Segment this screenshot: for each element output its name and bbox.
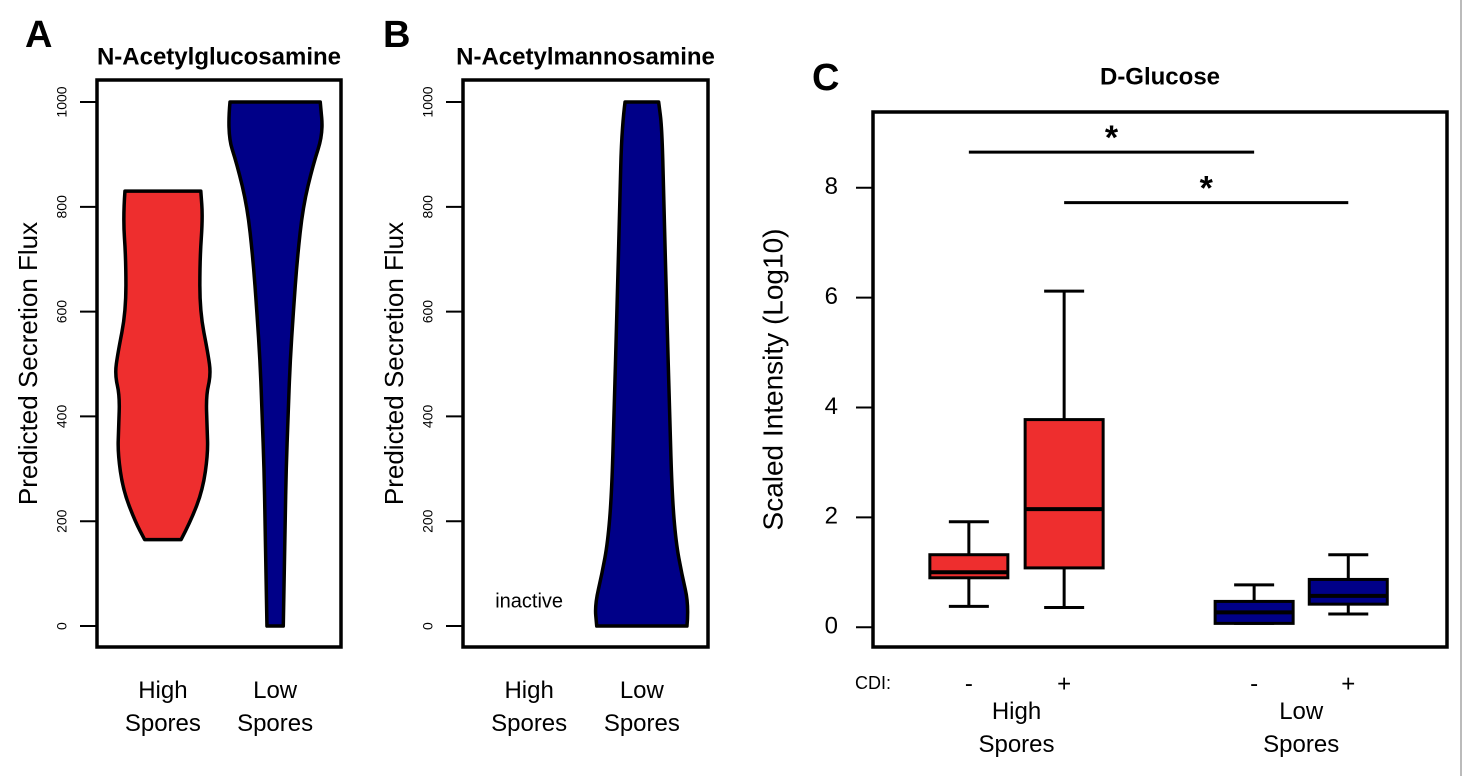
y-tick-label: 0	[54, 622, 70, 630]
x-tick-label: Low Spores	[603, 677, 680, 737]
y-tick-label: 200	[54, 509, 70, 533]
x-tick-label: +	[1057, 670, 1071, 697]
panel-label: B	[383, 14, 410, 56]
x-tick-label: Low Spores	[237, 677, 314, 737]
x-axis-label: CDI:	[855, 673, 891, 693]
chart-title: N-Acetylmannosamine	[456, 43, 715, 70]
y-tick-label: 4	[825, 393, 838, 420]
y-tick-label: 2	[825, 503, 838, 530]
significance-label: *	[1200, 170, 1214, 208]
group-label: High Spores	[978, 698, 1055, 758]
chart-title: D-Glucose	[1100, 63, 1220, 90]
y-tick-label: 6	[825, 283, 838, 310]
y-axis-label: Predicted Secretion Flux	[13, 222, 43, 505]
plot-frame	[871, 110, 1449, 649]
y-tick-label: 1000	[420, 86, 436, 117]
y-tick-label: 600	[54, 300, 70, 324]
plot-frame	[461, 78, 710, 649]
violin	[114, 189, 212, 542]
y-tick-label: 8	[825, 173, 838, 200]
y-tick-label: 400	[420, 405, 436, 429]
x-tick-label: +	[1341, 670, 1355, 697]
y-tick-label: 1000	[54, 86, 70, 117]
box	[1307, 577, 1389, 606]
chart-title: N-Acetylglucosamine	[97, 43, 341, 70]
box	[1023, 418, 1105, 570]
y-tick-label: 600	[420, 300, 436, 324]
box	[928, 553, 1010, 580]
y-tick-label: 800	[54, 195, 70, 219]
y-tick-label: 400	[54, 405, 70, 429]
plot-frame	[95, 78, 343, 649]
y-axis-label: Scaled Intensity (Log10)	[757, 229, 788, 531]
x-tick-label: -	[965, 670, 973, 697]
y-axis-label: Predicted Secretion Flux	[379, 222, 409, 505]
x-tick-label: -	[1250, 670, 1258, 697]
annotation: inactive	[495, 590, 563, 612]
panel-label: A	[25, 14, 52, 56]
group-label: Low Spores	[1263, 698, 1340, 758]
y-tick-label: 800	[420, 195, 436, 219]
y-tick-label: 0	[825, 613, 838, 640]
y-tick-label: 0	[420, 622, 436, 630]
y-tick-label: 200	[420, 509, 436, 533]
significance-label: *	[1105, 119, 1119, 157]
violin	[593, 100, 690, 628]
violin	[227, 100, 324, 628]
x-tick-label: High Spores	[491, 677, 568, 737]
x-tick-label: High Spores	[124, 677, 201, 737]
panel-label: C	[812, 57, 839, 99]
